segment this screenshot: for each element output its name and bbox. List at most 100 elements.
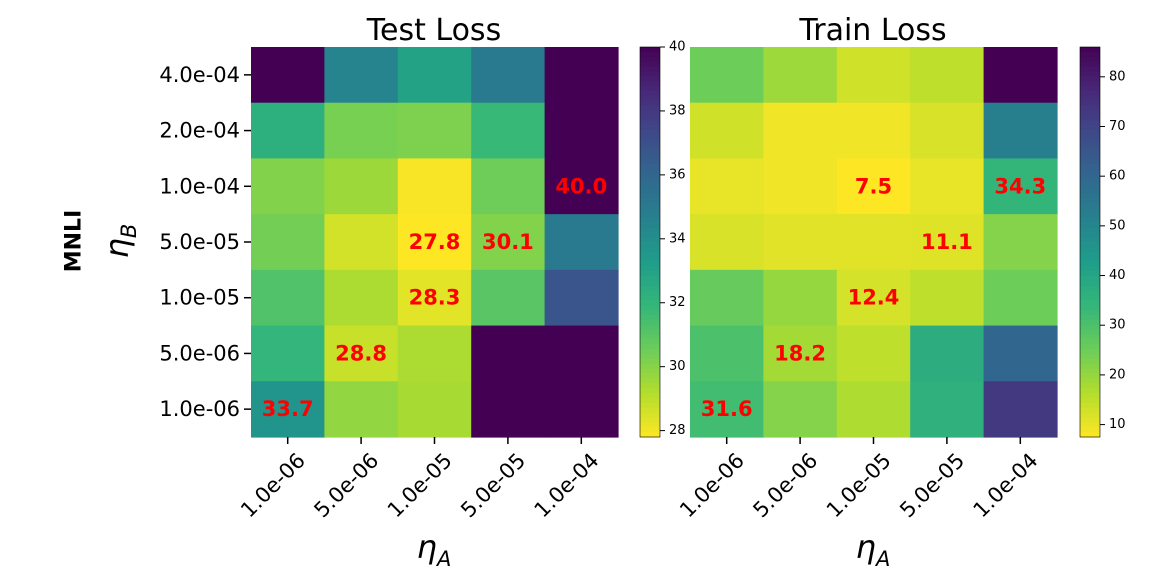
colorbar-segment bbox=[1080, 134, 1100, 141]
heatmap-cell bbox=[324, 214, 399, 271]
test-loss-title: Test Loss bbox=[366, 13, 501, 48]
x-tick-label: 1.0e-04 bbox=[530, 448, 604, 522]
heatmap-cell bbox=[910, 158, 985, 215]
colorbar-segment bbox=[1080, 359, 1100, 365]
colorbar-segment bbox=[640, 349, 660, 355]
heatmap-cell bbox=[983, 381, 1058, 438]
heatmap-cell bbox=[544, 269, 619, 327]
heatmap-cell bbox=[544, 102, 619, 160]
colorbar-tick-label: 30 bbox=[669, 359, 686, 374]
test-loss-x-axis-label: ηA bbox=[417, 528, 452, 571]
colorbar-segment bbox=[640, 227, 660, 233]
train-loss-annotations: 7.5 34.3 11.1 12.4 18.2 31.6 bbox=[701, 174, 1046, 421]
heatmap-cell bbox=[397, 47, 472, 104]
y-axis-label-base: η bbox=[98, 238, 136, 258]
heatmap-cell bbox=[251, 381, 325, 438]
colorbar-segment bbox=[1080, 193, 1100, 199]
cell-annotation: 34.3 bbox=[994, 174, 1046, 198]
colorbar-tick-label: 40 bbox=[669, 40, 686, 55]
colorbar-segment bbox=[640, 90, 660, 97]
colorbar-segment bbox=[640, 139, 660, 146]
colorbar-segment bbox=[1080, 334, 1100, 341]
heatmap-cell bbox=[397, 269, 472, 327]
heatmap-cell bbox=[763, 381, 838, 438]
colorbar-segment bbox=[640, 183, 660, 189]
colorbar-segment bbox=[1080, 120, 1100, 126]
heatmap-cell bbox=[910, 47, 985, 104]
colorbar-segment bbox=[640, 393, 660, 399]
colorbar-segment bbox=[640, 81, 660, 87]
colorbar-segment bbox=[640, 115, 660, 121]
heatmap-cell bbox=[763, 325, 838, 382]
colorbar-segment bbox=[1080, 237, 1100, 243]
colorbar-segment bbox=[1080, 363, 1100, 370]
cell-annotation: 11.1 bbox=[921, 230, 973, 254]
colorbar-segment bbox=[640, 251, 660, 258]
test-loss-y-ticks: 4.0e-04 2.0e-04 1.0e-04 5.0e-05 1.0e-05 5.0e-… bbox=[159, 63, 251, 421]
heatmap-cell bbox=[471, 381, 546, 438]
colorbar-segment bbox=[640, 56, 660, 63]
colorbar-segment bbox=[640, 168, 660, 175]
colorbar-segment bbox=[640, 134, 660, 141]
colorbar-segment bbox=[640, 300, 660, 306]
colorbar-segment bbox=[640, 422, 660, 428]
colorbar-segment bbox=[640, 315, 660, 321]
heatmap-cell bbox=[251, 158, 325, 215]
heatmap-cell bbox=[836, 381, 911, 438]
colorbar-segment bbox=[640, 222, 660, 228]
colorbar-segment bbox=[1080, 246, 1100, 253]
colorbar-segment bbox=[1080, 242, 1100, 248]
colorbar-segment bbox=[1080, 285, 1100, 292]
heatmap-cell bbox=[397, 158, 472, 215]
colorbar-segment bbox=[1080, 315, 1100, 321]
colorbar-segment bbox=[640, 276, 660, 282]
heatmap-cell bbox=[324, 325, 399, 382]
colorbar-segment bbox=[1080, 173, 1100, 180]
colorbar-segment bbox=[640, 203, 660, 209]
heatmap-cell bbox=[471, 158, 546, 215]
colorbar-frame bbox=[1079, 46, 1101, 438]
heatmap-cell bbox=[251, 47, 325, 104]
colorbar-segment bbox=[1080, 417, 1100, 423]
colorbar-segment bbox=[640, 217, 660, 224]
colorbar-tick-label: 30 bbox=[1109, 318, 1126, 333]
colorbar-segment bbox=[1080, 164, 1100, 170]
colorbar-segment bbox=[640, 212, 660, 219]
colorbar-segment bbox=[640, 198, 660, 204]
colorbar-segment bbox=[640, 295, 660, 302]
y-tick-label: 1.0e-05 bbox=[159, 286, 240, 310]
heatmap-cell bbox=[763, 269, 838, 327]
colorbar-segment bbox=[1080, 198, 1100, 204]
heatmap-cell bbox=[836, 158, 911, 215]
heatmap-cell bbox=[251, 325, 325, 382]
heatmap-cell bbox=[397, 381, 472, 438]
colorbar-segment bbox=[1080, 86, 1100, 92]
train-loss-x-axis-label: ηA bbox=[856, 528, 891, 571]
heatmap-cell bbox=[324, 381, 399, 438]
colorbar-segment bbox=[1080, 407, 1100, 414]
colorbar-segment bbox=[640, 344, 660, 350]
heatmap-cell bbox=[763, 47, 838, 104]
y-tick-label: 5.0e-06 bbox=[159, 341, 240, 365]
colorbar-segment bbox=[1080, 183, 1100, 189]
colorbar-segment bbox=[1080, 339, 1100, 345]
cell-annotation: 28.8 bbox=[335, 341, 387, 365]
colorbar-segment bbox=[640, 144, 660, 150]
colorbar-segment bbox=[1080, 422, 1100, 428]
y-axis-label: ηB bbox=[98, 224, 141, 259]
test-loss-x-ticks: 1.0e-06 5.0e-06 1.0e-05 5.0e-05 1.0e-04 bbox=[236, 437, 604, 522]
x-axis-label-sub: A bbox=[435, 547, 451, 571]
colorbar-segment bbox=[640, 47, 660, 53]
colorbar-segment bbox=[1080, 378, 1100, 384]
colorbar-segment bbox=[1080, 354, 1100, 360]
colorbar-segment bbox=[640, 271, 660, 277]
colorbar-segment bbox=[1080, 105, 1100, 111]
colorbar-segment bbox=[1080, 281, 1100, 287]
colorbar-tick-label: 34 bbox=[669, 231, 686, 246]
colorbar-segment bbox=[640, 354, 660, 360]
colorbar-tick-label: 60 bbox=[1109, 169, 1126, 184]
heatmap-cell bbox=[324, 269, 399, 327]
colorbar-segment bbox=[1080, 320, 1100, 326]
y-tick-label: 2.0e-04 bbox=[159, 119, 240, 143]
colorbar-segment bbox=[1080, 256, 1100, 263]
